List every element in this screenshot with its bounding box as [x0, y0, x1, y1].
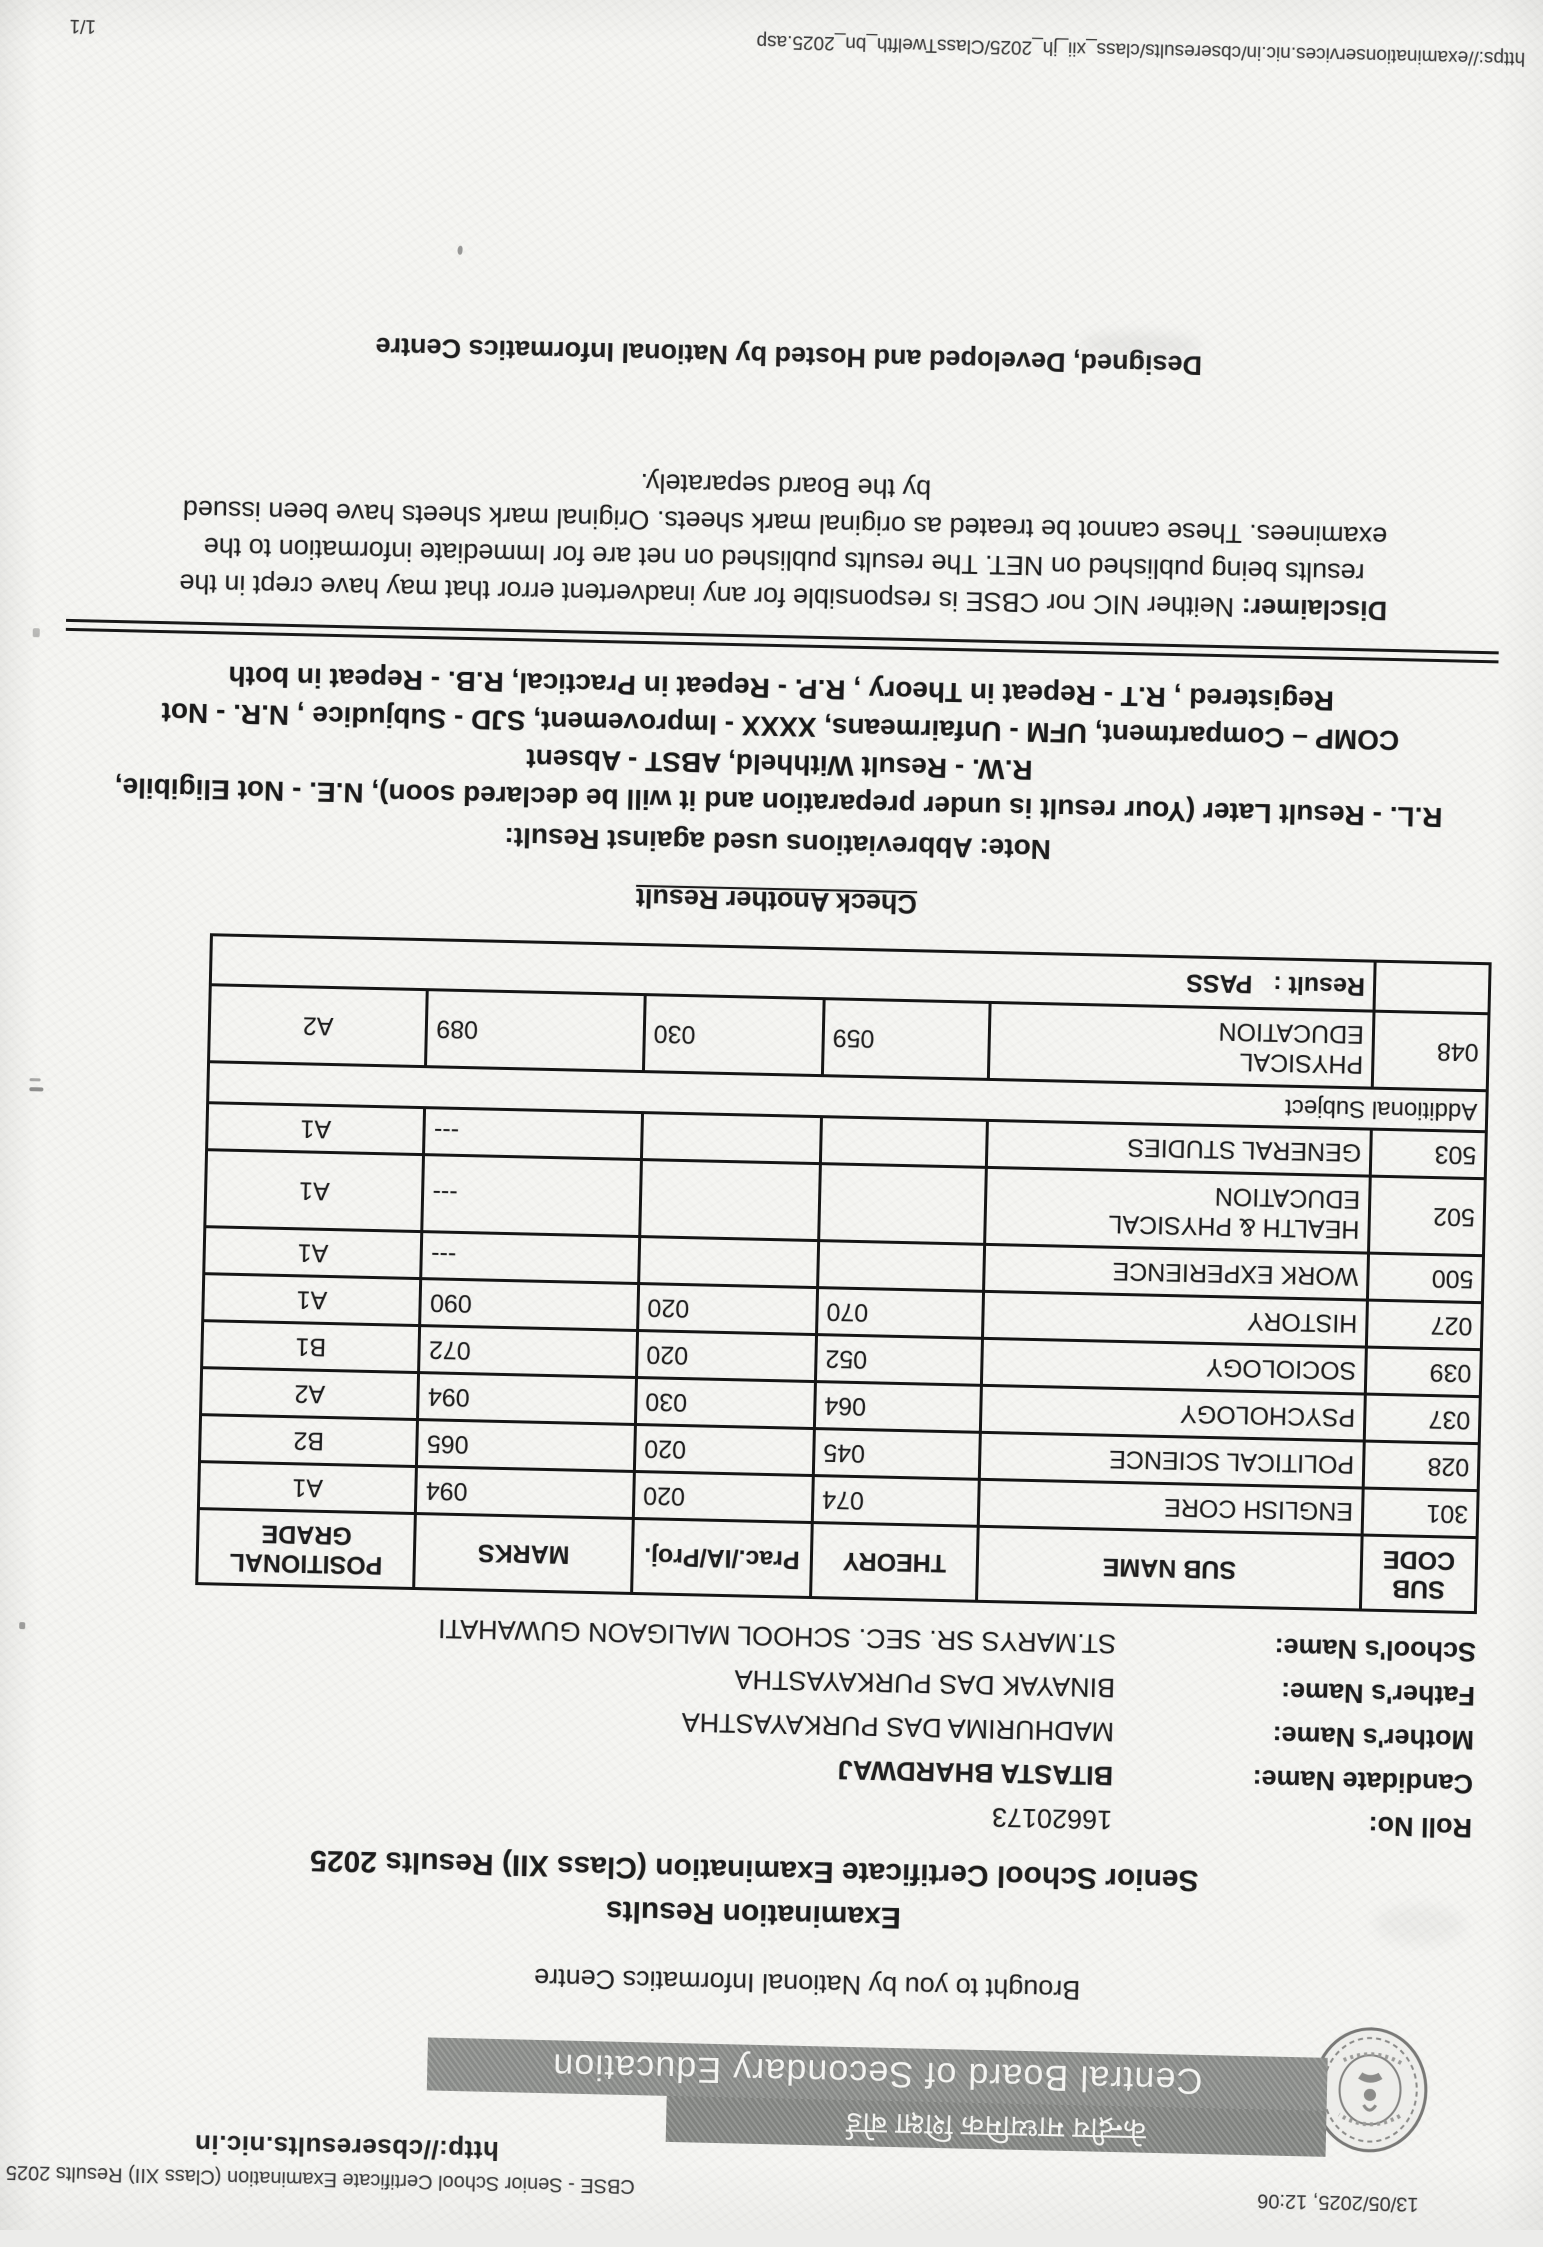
- roll-no-label: Roll No:: [1368, 1810, 1473, 1844]
- roll-no-value: 16620173: [991, 1802, 1113, 1835]
- nic-credit-line: Designed, Developed and Hosted by Nation…: [375, 331, 1203, 381]
- cell-sub-code: 503: [1370, 1129, 1487, 1179]
- cell-grade: A1: [204, 1149, 424, 1232]
- cell-theory: 074: [812, 1475, 980, 1527]
- cell-prac: 020: [636, 1330, 817, 1382]
- check-link-wrap: Check Another Result: [60, 869, 1493, 933]
- result-label: Result :: [1272, 970, 1366, 1001]
- cell-grade: A1: [198, 1461, 417, 1514]
- print-footer-url: https://examinationservices.nic.in/cbser…: [756, 30, 1526, 69]
- cell-marks: 089: [425, 989, 646, 1072]
- mother-name-value: MADHURIMA DAS PURKAYASTHA: [681, 1707, 1115, 1747]
- cell-theory: 045: [813, 1428, 981, 1480]
- cell-grade: A2: [208, 984, 428, 1067]
- cell-prac: [639, 1159, 821, 1241]
- results-document: केन्द्रीय माध्यमिक शिक्षा बोर्ड Central …: [0, 323, 1543, 2247]
- cell-sub-name: HISTORY: [982, 1291, 1368, 1348]
- cell-marks: ---: [421, 1231, 640, 1284]
- cell-theory: [818, 1163, 987, 1245]
- mother-name-label: Mother's Name:: [1272, 1720, 1475, 1756]
- print-page-indicator: 1/1: [69, 14, 97, 37]
- cell-marks: 072: [419, 1325, 638, 1378]
- cell-sub-code: 027: [1366, 1300, 1483, 1350]
- col-header-positional-grade: POSITIONAL GRADE: [196, 1508, 416, 1589]
- col-header-sub-name: SUB NAME: [976, 1526, 1363, 1610]
- cell-sub-name: PSYCHOLOGY: [980, 1385, 1366, 1442]
- candidate-name-value: BITASTA BHARDWAJ: [837, 1754, 1114, 1791]
- print-footer: https://examinationservices.nic.in/cbser…: [24, 13, 1543, 70]
- cell-prac: 020: [634, 1424, 815, 1476]
- check-another-result-link[interactable]: Check Another Result: [635, 882, 918, 920]
- cell-grade: B2: [199, 1414, 418, 1467]
- cell-prac: [641, 1112, 822, 1164]
- col-header-marks: MARKS: [414, 1513, 634, 1594]
- result-empty-cell: [1373, 961, 1491, 1014]
- cell-sub-code: 048: [1372, 1011, 1489, 1091]
- cell-marks: 094: [415, 1466, 635, 1519]
- cell-prac: 030: [643, 994, 825, 1076]
- cell-theory: 064: [814, 1381, 982, 1433]
- scan-speck: [457, 245, 463, 255]
- cell-sub-name: HEALTH & PHYSICAL EDUCATION: [984, 1167, 1371, 1254]
- cell-sub-name: POLITICAL SCIENCE: [979, 1432, 1365, 1489]
- father-name-value: BINAYAK DAS PURKAYASTHA: [734, 1664, 1116, 1703]
- scan-speck: [32, 628, 40, 638]
- cell-prac: 020: [637, 1283, 818, 1335]
- candidate-name-label: Candidate Name:: [1252, 1764, 1474, 1800]
- cell-theory: 070: [816, 1287, 984, 1339]
- cell-theory: 059: [822, 998, 991, 1080]
- disclaimer-label: Disclaimer:: [1241, 592, 1388, 626]
- cell-grade: B1: [201, 1320, 421, 1373]
- cell-sub-code: 037: [1364, 1394, 1481, 1444]
- cell-sub-code: 502: [1368, 1176, 1486, 1256]
- cell-grade: A1: [206, 1102, 426, 1155]
- cell-marks: ---: [423, 1107, 643, 1160]
- banner-bars: केन्द्रीय माध्यमिक शिक्षा बोर्ड Central …: [426, 2037, 1328, 2157]
- father-name-label: Father's Name:: [1280, 1676, 1476, 1712]
- scan-speck: [29, 1087, 44, 1092]
- abbreviations-block: R.L. - Result Later (Your result is unde…: [62, 653, 1498, 837]
- cell-prac: 030: [635, 1377, 816, 1429]
- cell-marks: 090: [420, 1278, 639, 1331]
- cell-theory: 052: [815, 1334, 983, 1386]
- cell-marks: 065: [416, 1419, 636, 1472]
- cell-grade: A2: [200, 1367, 420, 1420]
- org-name-english-bar: Central Board of Secondary Education: [426, 2037, 1328, 2111]
- cell-grade: A1: [202, 1273, 422, 1326]
- cell-grade: A1: [203, 1226, 423, 1279]
- cell-marks: 094: [417, 1372, 637, 1425]
- candidate-details: Roll No: 16620173 Candidate Name: BITAST…: [39, 1604, 1477, 1844]
- cell-sub-name: GENERAL STUDIES: [986, 1120, 1372, 1177]
- cell-sub-code: 039: [1365, 1347, 1482, 1397]
- result-status-value: PASS: [1185, 968, 1253, 998]
- scan-speck: [19, 1622, 26, 1630]
- cell-sub-name: SOCIOLOGY: [981, 1338, 1367, 1395]
- cell-theory: [820, 1116, 988, 1168]
- cell-sub-name: PHYSICAL EDUCATION: [988, 1002, 1374, 1089]
- scan-speck: [29, 1078, 41, 1082]
- cell-marks: ---: [422, 1154, 642, 1237]
- cbse-masthead: केन्द्रीय माध्यमिक शिक्षा बोर्ड Central …: [32, 1994, 1433, 2160]
- col-header-prac: Prac./IA/Proj.: [631, 1518, 813, 1598]
- school-name-label: School's Name:: [1274, 1632, 1477, 1668]
- cell-sub-name: ENGLISH CORE: [978, 1479, 1364, 1536]
- cell-sub-code: 028: [1363, 1441, 1480, 1491]
- disclaimer-block: Disclaimer: Neither NIC nor CBSE is resp…: [67, 451, 1503, 631]
- col-header-sub-code: SUB CODE: [1360, 1535, 1478, 1613]
- cell-theory: [817, 1240, 985, 1292]
- cell-prac: 020: [633, 1471, 814, 1523]
- school-name-value: ST.MARYS SR. SEC. SCHOOL MALIGAON GUWAHA…: [437, 1613, 1117, 1659]
- marks-table: SUB CODE SUB NAME THEORY Prac./IA/Proj. …: [195, 933, 1491, 1614]
- cell-prac: [638, 1236, 819, 1288]
- cell-sub-code: 301: [1362, 1488, 1479, 1538]
- cell-sub-code: 500: [1367, 1253, 1484, 1303]
- cell-sub-name: WORK EXPERIENCE: [983, 1244, 1369, 1301]
- col-header-theory: THEORY: [810, 1522, 979, 1602]
